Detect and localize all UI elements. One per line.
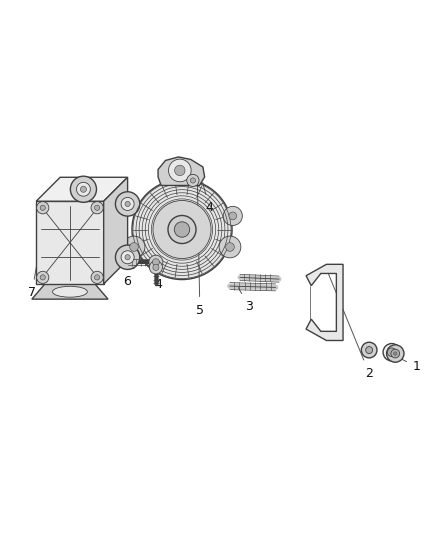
Circle shape — [388, 348, 396, 357]
Circle shape — [132, 180, 232, 279]
Circle shape — [37, 271, 49, 284]
Circle shape — [95, 275, 100, 280]
Circle shape — [81, 186, 86, 192]
Circle shape — [121, 197, 134, 211]
Ellipse shape — [53, 286, 87, 297]
Text: 4: 4 — [203, 182, 213, 214]
Circle shape — [190, 178, 195, 183]
Circle shape — [40, 275, 46, 280]
Text: 3: 3 — [238, 288, 253, 313]
Circle shape — [152, 259, 159, 265]
Circle shape — [153, 264, 159, 270]
Circle shape — [168, 215, 196, 244]
Text: 4: 4 — [154, 273, 162, 291]
Text: 6: 6 — [123, 264, 137, 288]
Circle shape — [169, 159, 191, 182]
Circle shape — [121, 251, 134, 264]
Circle shape — [116, 245, 140, 270]
Polygon shape — [32, 284, 108, 299]
Circle shape — [391, 349, 399, 358]
Circle shape — [229, 212, 237, 220]
Circle shape — [130, 243, 138, 252]
Polygon shape — [36, 201, 104, 284]
Circle shape — [387, 345, 404, 362]
Circle shape — [174, 222, 190, 237]
Circle shape — [91, 271, 103, 284]
Circle shape — [175, 165, 185, 176]
Circle shape — [116, 192, 140, 216]
Circle shape — [125, 201, 130, 207]
Circle shape — [187, 174, 199, 187]
Polygon shape — [104, 177, 127, 284]
Circle shape — [383, 344, 400, 361]
Circle shape — [219, 236, 241, 258]
Text: 7: 7 — [28, 209, 46, 299]
Circle shape — [149, 255, 163, 269]
Circle shape — [77, 182, 90, 196]
Text: 1: 1 — [398, 358, 421, 373]
Circle shape — [71, 176, 96, 203]
Circle shape — [393, 352, 397, 356]
Polygon shape — [306, 264, 343, 341]
Polygon shape — [36, 177, 127, 201]
Text: 5: 5 — [196, 180, 204, 317]
Text: 2: 2 — [326, 268, 373, 379]
Circle shape — [153, 200, 211, 259]
Circle shape — [91, 201, 103, 214]
Circle shape — [123, 236, 145, 258]
Polygon shape — [158, 157, 205, 185]
Circle shape — [40, 205, 46, 211]
Circle shape — [149, 261, 162, 274]
Circle shape — [226, 243, 234, 252]
Circle shape — [125, 255, 130, 260]
Circle shape — [37, 201, 49, 214]
Circle shape — [223, 206, 242, 225]
Circle shape — [95, 205, 100, 211]
Circle shape — [361, 342, 377, 358]
Circle shape — [366, 346, 373, 353]
